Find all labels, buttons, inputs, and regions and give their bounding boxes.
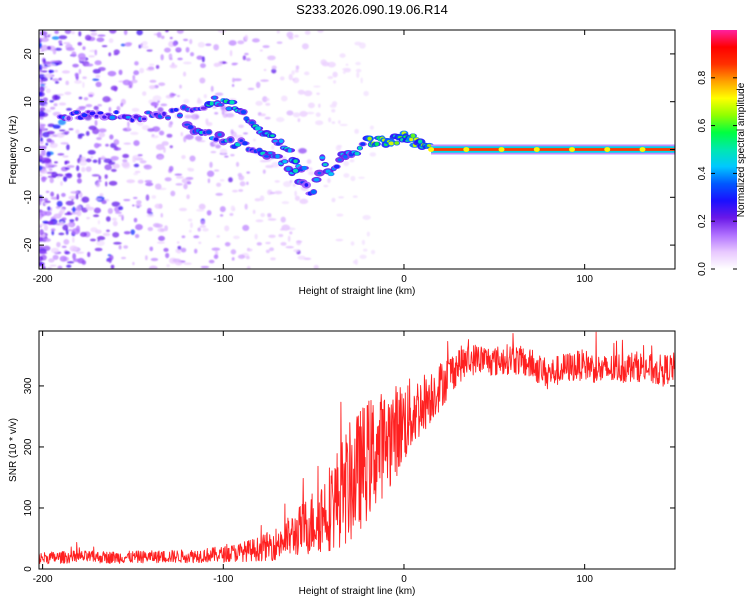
snr-y-ticks: 0 100 200 300 — [23, 377, 675, 572]
colorbar-tick-label: 0.8 — [697, 70, 708, 84]
spectrogram-ridge — [56, 95, 434, 196]
snr-line — [39, 331, 675, 565]
colorbar-tick-label: 0.2 — [697, 214, 708, 228]
colorbar-tick-label: 0.0 — [697, 262, 708, 276]
x-tick-label: 0 — [401, 274, 407, 285]
x-tick-label: 100 — [576, 574, 593, 585]
snr-y-label: SNR (10 * v/v) — [8, 418, 19, 482]
spectrogram-x-ticks: -200 -100 0 100 — [33, 30, 593, 285]
x-tick-label: 100 — [576, 274, 593, 285]
y-tick-label: 0 — [23, 146, 34, 152]
y-tick-label: 10 — [23, 96, 34, 108]
x-tick-label: -100 — [213, 574, 233, 585]
x-tick-label: -200 — [33, 574, 53, 585]
colorbar-gradient — [711, 30, 737, 269]
colorbar-label: Normalized spectral amplitude — [736, 82, 747, 217]
x-tick-label: -200 — [33, 274, 53, 285]
figure-title: S233.2026.090.19.06.R14 — [296, 2, 448, 17]
colorbar: 0.0 0.2 0.4 0.6 0.8 Normalized spectral ampl… — [697, 30, 747, 276]
spectrogram-y-ticks: -20 -10 0 10 20 — [23, 48, 675, 252]
colorbar-tick-label: 0.6 — [697, 118, 708, 132]
y-tick-label: 0 — [23, 566, 34, 572]
colorbar-tick-label: 0.4 — [697, 166, 708, 180]
y-tick-label: 100 — [23, 499, 34, 516]
snr-x-label: Height of straight line (km) — [299, 586, 416, 597]
snr-frame — [38, 330, 676, 570]
x-tick-label: -100 — [213, 274, 233, 285]
y-tick-label: 300 — [23, 377, 34, 394]
spectrogram-y-label: Frequency (Hz) — [8, 116, 19, 185]
snr-series-line — [39, 331, 675, 565]
snr-panel: -200 -100 0 100 0 100 200 300 Height of straig… — [8, 330, 676, 597]
spectrogram-background-blobs — [39, 30, 377, 269]
y-tick-label: 200 — [23, 438, 34, 455]
spectrogram-x-label: Height of straight line (km) — [299, 286, 416, 297]
y-tick-label: -20 — [23, 237, 34, 252]
x-tick-label: 0 — [401, 574, 407, 585]
colorbar-ticks: 0.0 0.2 0.4 0.6 0.8 — [697, 70, 737, 276]
y-tick-label: 20 — [23, 48, 34, 60]
spectrogram-tone — [428, 144, 675, 155]
snr-x-ticks: -200 -100 0 100 — [33, 331, 593, 585]
y-tick-label: -10 — [23, 190, 34, 205]
